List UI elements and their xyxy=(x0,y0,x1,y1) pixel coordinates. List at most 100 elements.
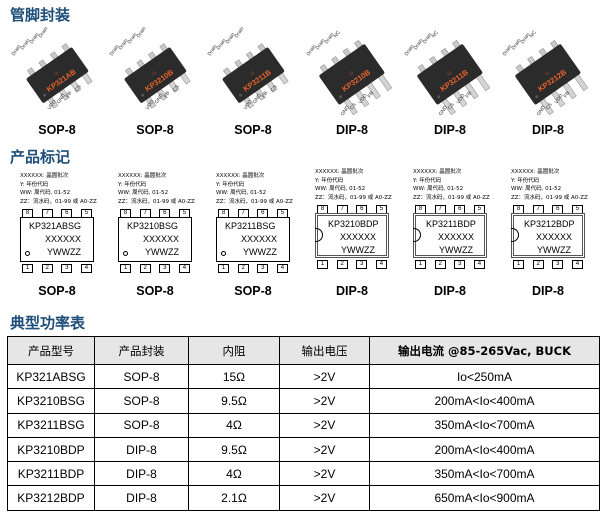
pin-number: 4 xyxy=(375,260,387,269)
pin1-dot-icon xyxy=(221,251,226,256)
cell-output-current: 200mA<Io<400mA xyxy=(369,388,600,414)
pin-label: FB xyxy=(367,90,376,99)
pin-label: VDD xyxy=(145,99,156,111)
package-label: DIP-8 xyxy=(336,123,368,137)
cell-output-voltage: >2V xyxy=(279,412,370,438)
cell-output-current: 350mA<Io<700mA xyxy=(369,461,600,487)
marking-note: XXXXXX: 晶圆批次 xyxy=(118,173,167,179)
chip-body xyxy=(26,47,89,103)
chip-dip-8-image: ⌂ KP3211B Drain Drain Drain NC GND CS VDD FB xyxy=(401,26,499,121)
pin-label: CS xyxy=(349,101,358,111)
marking-note: WW: 周代码, 01-52 xyxy=(511,186,562,192)
cell-output-voltage: >2V xyxy=(279,436,370,463)
package-label: SOP-8 xyxy=(38,123,76,137)
chip-logo: ⌂ xyxy=(544,70,551,77)
cell-resistance: 2.1Ω xyxy=(188,485,280,511)
chip-logo: ⌂ xyxy=(53,70,60,77)
chip-body xyxy=(124,47,187,103)
chip-outline: KP3210BSG XXXXXX YWWZZ xyxy=(118,217,192,262)
marking-diagram: XXXXXX: 晶圆批次 Y: 年份代码 WW: 周代码, 01-52 ZZ：流水码，… xyxy=(204,172,302,284)
marking-part: KP3211BSG xyxy=(225,221,276,231)
cell-resistance: 4Ω xyxy=(188,461,280,487)
marking-note: WW: 周代码, 01-52 xyxy=(216,190,267,196)
pin-label: GND xyxy=(340,104,352,117)
marking-note: ZZ：流水码，01-99 或 A0-ZZ xyxy=(511,194,588,201)
marking-note: XXXXXX: 晶圆批次 xyxy=(216,173,265,179)
marking-note: WW: 周代码, 01-52 xyxy=(315,186,366,192)
marking-lot: XXXXXX xyxy=(536,232,573,242)
cell-model: KP3210BSG xyxy=(7,388,95,414)
pin-label: FB xyxy=(563,90,572,99)
header-resistance: 内阻 xyxy=(188,336,280,365)
header-output-voltage: 输出电压 xyxy=(279,336,370,365)
marking-diagram: XXXXXX: 晶圆批次 Y: 年份代码 WW: 周代码, 01-52 ZZ：流水码，… xyxy=(106,172,204,284)
pin-label: Drain xyxy=(413,38,425,51)
pin-label: Drain xyxy=(225,32,237,45)
pin-label: Drain xyxy=(234,26,246,39)
marking-diagram: XXXXXX: 晶圆批次 Y: 年份代码 WW: 周代码, 01-52 ZZ：流水码，… xyxy=(8,172,106,284)
package-label: SOP-8 xyxy=(234,284,272,298)
pin1-dot-icon xyxy=(25,251,30,256)
section-title-marking: 产品标记 xyxy=(10,148,71,166)
cell-model: KP3210BDP xyxy=(7,436,95,463)
package-label: SOP-8 xyxy=(136,123,174,137)
pin-label: NC xyxy=(333,29,342,39)
pin-number: 4 xyxy=(571,260,583,269)
pin-label: VDD xyxy=(358,93,369,105)
pin-label: Drain xyxy=(511,38,523,51)
package-label: SOP-8 xyxy=(136,284,174,298)
pin-label: NC xyxy=(431,29,440,39)
marking-part: KP321ABSG xyxy=(29,221,82,231)
chip-sop-8-image: ⌂ KP3210B Drain Drain Drain Drain VDD GND FB CS xyxy=(106,26,204,121)
cell-model: KP3212BDP xyxy=(7,485,95,511)
table-row: KP3210BSG SOP-8 9.5Ω >2V 200mA<Io<400mA xyxy=(7,388,600,414)
pin-label: NC xyxy=(529,29,538,39)
pin-label: Drain xyxy=(315,38,327,51)
marking-diagram: XXXXXX: 晶圆批次 Y: 年份代码 WW: 周代码, 01-52 ZZ：流水码，… xyxy=(499,168,597,280)
cell-resistance: 9.5Ω xyxy=(188,388,280,414)
pin-number: 2 xyxy=(237,264,249,273)
cell-package: SOP-8 xyxy=(94,412,189,438)
pin-number: 1 xyxy=(22,264,33,273)
package-label: DIP-8 xyxy=(532,284,564,298)
marking-part: KP3211BDP xyxy=(426,219,476,229)
pin-label: Drain xyxy=(38,26,50,39)
section-title-pinout: 管脚封装 xyxy=(10,6,71,24)
pin-label: CS xyxy=(545,101,554,111)
pin-label: VDD xyxy=(456,93,467,105)
chip-logo: ⌂ xyxy=(249,70,256,77)
pin-label: Drain xyxy=(109,44,121,57)
pin1-dot xyxy=(535,95,539,99)
chip-dip-8-image: ⌂ KP3212B Drain Drain Drain NC GND CS VDD FB xyxy=(499,26,597,121)
pin-label: FB xyxy=(163,90,172,99)
cell-package: SOP-8 xyxy=(94,363,189,390)
chip-body xyxy=(319,44,385,105)
pin-number: 3 xyxy=(61,264,73,273)
pin-number: 2 xyxy=(532,260,544,269)
pin-number: 1 xyxy=(218,264,229,273)
marking-note: Y: 年份代码 xyxy=(20,181,49,188)
cell-output-current: 650mA<Io<900mA xyxy=(369,485,600,511)
chip-outline: KP3211BDP XXXXXX YWWZZ xyxy=(413,213,487,258)
pin-number: 3 xyxy=(356,260,368,269)
pin-number: 1 xyxy=(120,264,131,273)
package-label: SOP-8 xyxy=(234,123,272,137)
cell-model: KP3211BDP xyxy=(7,461,95,487)
table-row: KP3212BDP DIP-8 2.1Ω >2V 650mA<Io<900mA xyxy=(7,485,600,511)
pin1-dot-icon xyxy=(123,251,128,256)
chip-body xyxy=(515,44,581,105)
pin-number: 2 xyxy=(41,264,53,273)
marking-lot: XXXXXX xyxy=(438,232,475,242)
marking-note: XXXXXX: 晶圆批次 xyxy=(413,169,462,175)
marking-lot: XXXXXX xyxy=(340,232,377,242)
chip-outline: KP3210BDP XXXXXX YWWZZ xyxy=(315,213,389,258)
package-label: DIP-8 xyxy=(532,123,564,137)
pin-number: 3 xyxy=(159,264,171,273)
cell-model: KP321ABSG xyxy=(7,363,95,390)
marking-note: Y: 年份代码 xyxy=(413,177,442,184)
chip-body xyxy=(417,44,483,105)
marking-note: WW: 周代码, 01-52 xyxy=(118,190,169,196)
